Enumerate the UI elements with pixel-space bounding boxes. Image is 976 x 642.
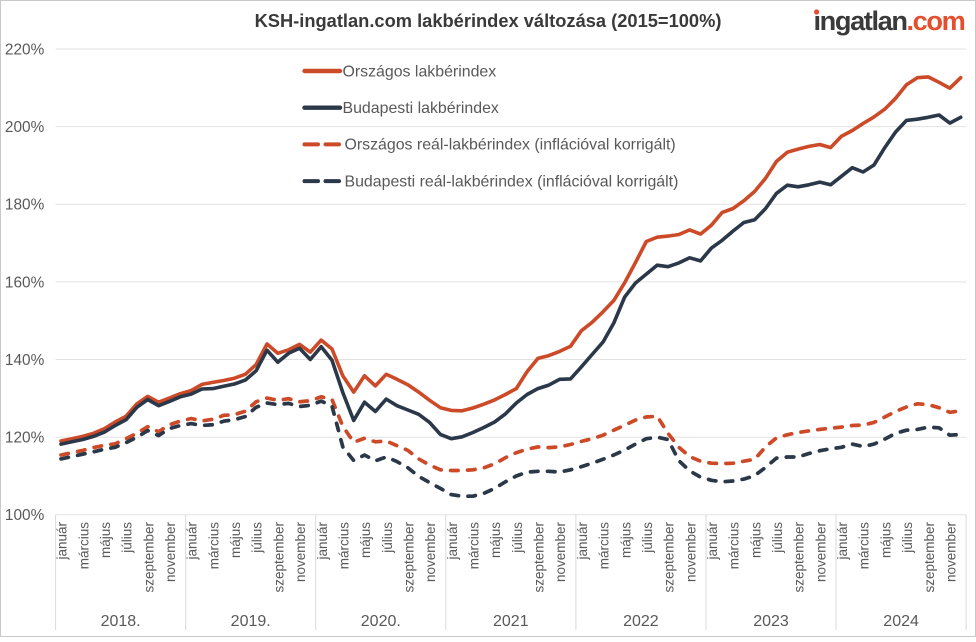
- svg-text:2021: 2021: [493, 613, 529, 630]
- svg-text:május: május: [98, 522, 113, 558]
- svg-text:november: november: [163, 522, 178, 583]
- svg-text:180%: 180%: [5, 197, 45, 214]
- svg-text:január: január: [55, 521, 70, 560]
- svg-text:140%: 140%: [5, 352, 45, 369]
- svg-text:Budapesti lakbérindex: Budapesti lakbérindex: [343, 100, 499, 117]
- svg-text:ıngatlan.com: ıngatlan.com: [814, 5, 965, 36]
- svg-text:november: november: [813, 522, 828, 583]
- svg-text:május: május: [748, 522, 763, 558]
- svg-text:március: március: [76, 522, 91, 570]
- svg-text:július: július: [120, 522, 135, 554]
- svg-text:március: március: [727, 522, 742, 570]
- svg-text:2019.: 2019.: [231, 613, 271, 630]
- svg-text:KSH-ingatlan.com lakbérindex v: KSH-ingatlan.com lakbérindex változása (…: [255, 10, 722, 31]
- svg-text:2022: 2022: [623, 613, 659, 630]
- svg-text:szeptember: szeptember: [662, 522, 677, 593]
- svg-text:május: május: [618, 522, 633, 558]
- svg-text:július: július: [640, 522, 655, 554]
- svg-text:január: január: [445, 521, 460, 560]
- svg-text:július: július: [900, 522, 915, 554]
- svg-text:március: március: [467, 522, 482, 570]
- svg-text:120%: 120%: [5, 430, 45, 447]
- svg-text:2018.: 2018.: [101, 613, 141, 630]
- svg-text:november: november: [553, 522, 568, 583]
- svg-text:200%: 200%: [5, 119, 45, 136]
- svg-text:szeptember: szeptember: [532, 522, 547, 593]
- svg-text:július: július: [250, 522, 265, 554]
- svg-text:2020.: 2020.: [361, 613, 401, 630]
- svg-text:május: május: [358, 522, 373, 558]
- svg-text:szeptember: szeptember: [141, 522, 156, 593]
- svg-text:január: január: [315, 521, 330, 560]
- svg-text:november: november: [943, 522, 958, 583]
- svg-text:július: július: [380, 522, 395, 554]
- svg-text:2023: 2023: [753, 613, 789, 630]
- svg-text:160%: 160%: [5, 274, 45, 291]
- svg-text:január: január: [835, 521, 850, 560]
- svg-text:július: július: [770, 522, 785, 554]
- svg-text:január: január: [575, 521, 590, 560]
- svg-text:Budapesti reál-lakbérindex (in: Budapesti reál-lakbérindex (inflációval …: [345, 173, 679, 190]
- svg-text:100%: 100%: [5, 507, 45, 524]
- svg-text:november: november: [423, 522, 438, 583]
- svg-text:március: március: [206, 522, 221, 570]
- svg-text:március: március: [597, 522, 612, 570]
- svg-text:január: január: [705, 521, 720, 560]
- svg-text:január: január: [185, 521, 200, 560]
- svg-text:november: november: [293, 522, 308, 583]
- svg-text:március: március: [857, 522, 872, 570]
- svg-text:szeptember: szeptember: [922, 522, 937, 593]
- svg-text:május: május: [878, 522, 893, 558]
- svg-text:november: november: [683, 522, 698, 583]
- svg-text:május: május: [488, 522, 503, 558]
- svg-text:május: május: [228, 522, 243, 558]
- svg-text:Országos lakbérindex: Országos lakbérindex: [343, 63, 497, 80]
- svg-text:szeptember: szeptember: [402, 522, 417, 593]
- svg-text:március: március: [336, 522, 351, 570]
- svg-text:július: július: [510, 522, 525, 554]
- svg-text:220%: 220%: [5, 41, 45, 58]
- svg-text:2024: 2024: [883, 613, 919, 630]
- svg-text:szeptember: szeptember: [271, 522, 286, 593]
- svg-text:szeptember: szeptember: [792, 522, 807, 593]
- svg-text:Országos reál-lakbérindex (inf: Országos reál-lakbérindex (inflációval k…: [345, 137, 676, 154]
